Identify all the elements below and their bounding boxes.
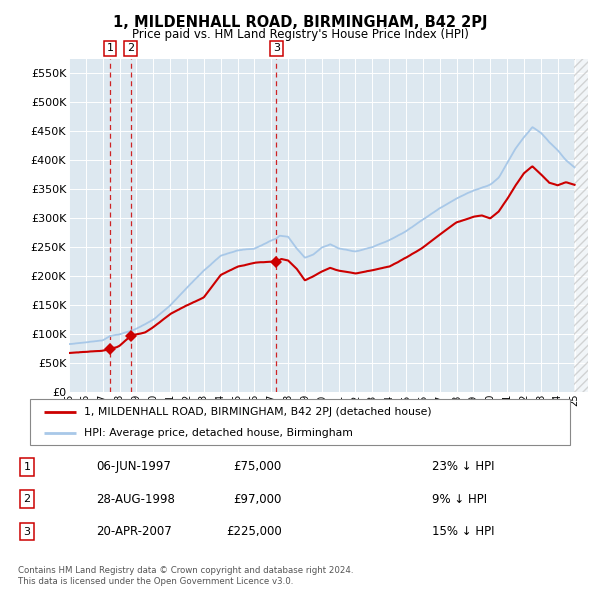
Text: 28-AUG-1998: 28-AUG-1998 xyxy=(96,493,175,506)
Text: 1: 1 xyxy=(106,44,113,54)
Text: 1: 1 xyxy=(23,462,31,471)
FancyBboxPatch shape xyxy=(30,399,570,445)
Text: HPI: Average price, detached house, Birmingham: HPI: Average price, detached house, Birm… xyxy=(84,428,353,438)
Text: 2: 2 xyxy=(127,44,134,54)
Text: 9% ↓ HPI: 9% ↓ HPI xyxy=(432,493,487,506)
Text: 1, MILDENHALL ROAD, BIRMINGHAM, B42 2PJ: 1, MILDENHALL ROAD, BIRMINGHAM, B42 2PJ xyxy=(113,15,487,30)
Text: £225,000: £225,000 xyxy=(226,525,282,538)
Text: Contains HM Land Registry data © Crown copyright and database right 2024.: Contains HM Land Registry data © Crown c… xyxy=(18,566,353,575)
Text: 2: 2 xyxy=(23,494,31,504)
Text: £75,000: £75,000 xyxy=(234,460,282,473)
Text: Price paid vs. HM Land Registry's House Price Index (HPI): Price paid vs. HM Land Registry's House … xyxy=(131,28,469,41)
Text: 20-APR-2007: 20-APR-2007 xyxy=(96,525,172,538)
Text: 23% ↓ HPI: 23% ↓ HPI xyxy=(432,460,494,473)
Bar xyxy=(574,59,588,392)
Text: 15% ↓ HPI: 15% ↓ HPI xyxy=(432,525,494,538)
Text: 1, MILDENHALL ROAD, BIRMINGHAM, B42 2PJ (detached house): 1, MILDENHALL ROAD, BIRMINGHAM, B42 2PJ … xyxy=(84,407,431,417)
Text: This data is licensed under the Open Government Licence v3.0.: This data is licensed under the Open Gov… xyxy=(18,577,293,586)
Text: 06-JUN-1997: 06-JUN-1997 xyxy=(96,460,171,473)
Text: £97,000: £97,000 xyxy=(233,493,282,506)
Text: 3: 3 xyxy=(23,527,31,536)
Text: 3: 3 xyxy=(273,44,280,54)
